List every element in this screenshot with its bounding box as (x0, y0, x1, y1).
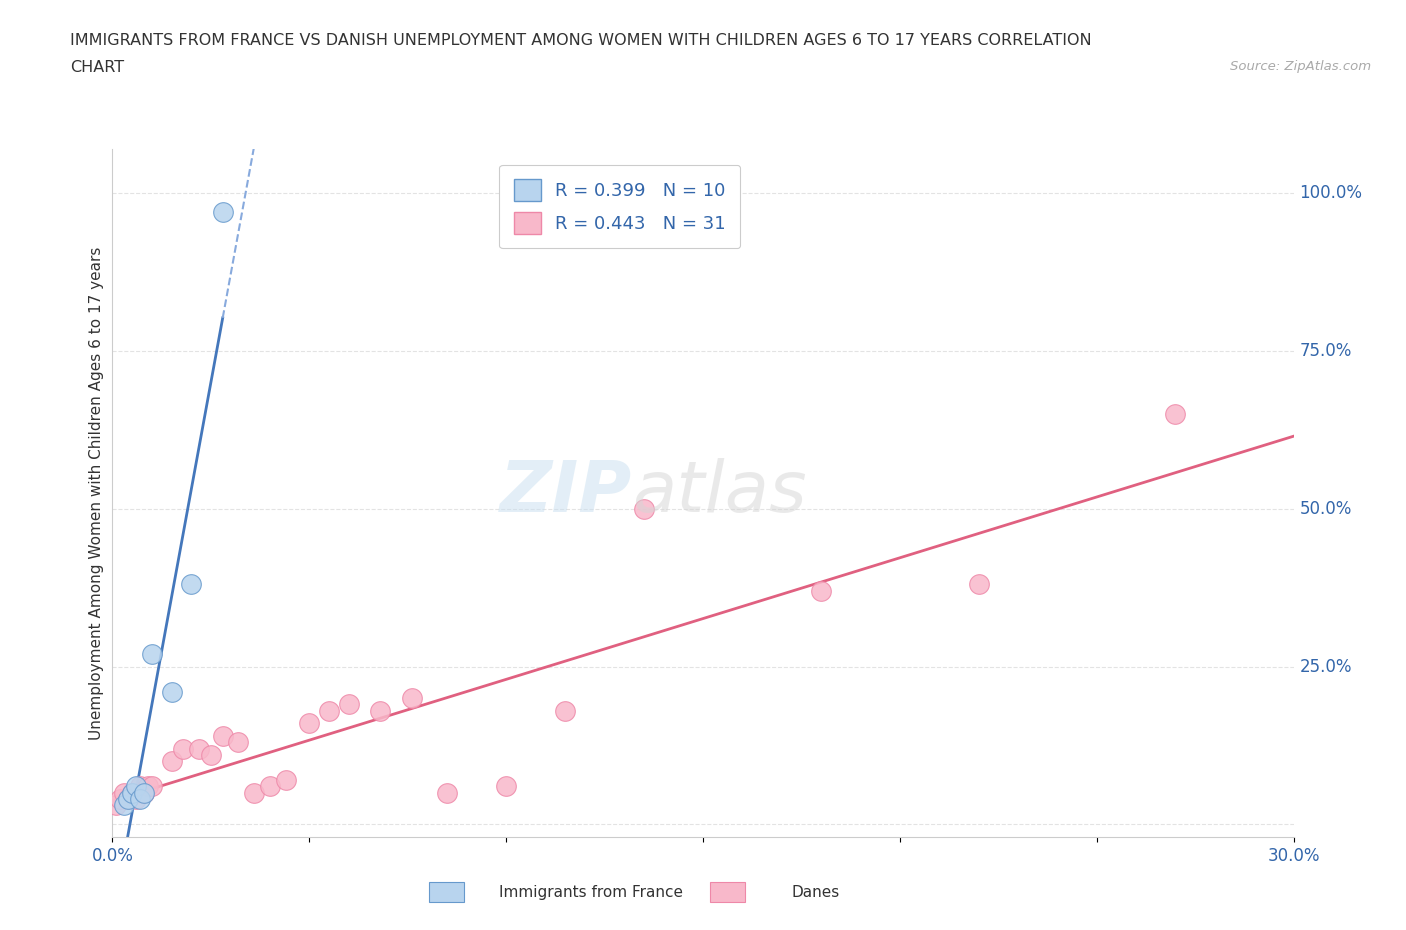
Point (129, 779, 152, 794)
Text: 50.0%: 50.0% (1299, 499, 1351, 518)
Text: 100.0%: 100.0% (1299, 184, 1362, 202)
Point (141, 779, 163, 794)
Legend: R = 0.399   N = 10, R = 0.443   N = 31: R = 0.399 N = 10, R = 0.443 N = 31 (499, 165, 741, 248)
Point (132, 785, 155, 800)
Point (495, 779, 517, 794)
Point (160, 684, 183, 699)
Point (810, 583, 832, 598)
Point (125, 779, 148, 794)
Point (105, 798, 128, 813)
Point (136, 779, 159, 794)
Point (318, 703, 340, 718)
Point (121, 785, 143, 800)
Point (967, 577, 990, 591)
Point (117, 791, 139, 806)
Point (180, 577, 202, 591)
Point (368, 703, 391, 718)
Point (211, 205, 233, 219)
Text: Danes: Danes (792, 885, 839, 900)
Text: CHART: CHART (70, 60, 124, 75)
Point (110, 791, 132, 806)
Y-axis label: Unemployment Among Women with Children Ages 6 to 17 years: Unemployment Among Women with Children A… (89, 246, 104, 739)
Text: 25.0%: 25.0% (1299, 658, 1353, 675)
Text: 75.0%: 75.0% (1299, 342, 1351, 360)
Point (337, 697, 360, 711)
Point (259, 779, 281, 794)
Text: Source: ZipAtlas.com: Source: ZipAtlas.com (1230, 60, 1371, 73)
Point (112, 785, 135, 800)
Point (172, 741, 194, 756)
Point (436, 785, 458, 800)
Point (112, 798, 135, 813)
Point (401, 691, 423, 706)
Point (125, 791, 148, 806)
Point (200, 748, 222, 763)
Point (1164, 406, 1187, 421)
Point (132, 785, 155, 800)
Text: Immigrants from France: Immigrants from France (499, 885, 682, 900)
Point (160, 754, 183, 769)
Point (228, 735, 250, 750)
Point (243, 785, 266, 800)
FancyBboxPatch shape (429, 882, 464, 902)
Text: ZIP: ZIP (501, 458, 633, 527)
Point (633, 501, 655, 516)
Point (211, 728, 233, 743)
Point (554, 703, 576, 718)
FancyBboxPatch shape (710, 882, 745, 902)
Point (117, 791, 139, 806)
Point (141, 646, 163, 661)
Point (121, 785, 143, 800)
Point (274, 773, 297, 788)
Text: atlas: atlas (633, 458, 807, 527)
Point (129, 791, 152, 806)
Point (298, 716, 321, 731)
Text: IMMIGRANTS FROM FRANCE VS DANISH UNEMPLOYMENT AMONG WOMEN WITH CHILDREN AGES 6 T: IMMIGRANTS FROM FRANCE VS DANISH UNEMPLO… (70, 33, 1092, 47)
Point (188, 741, 211, 756)
